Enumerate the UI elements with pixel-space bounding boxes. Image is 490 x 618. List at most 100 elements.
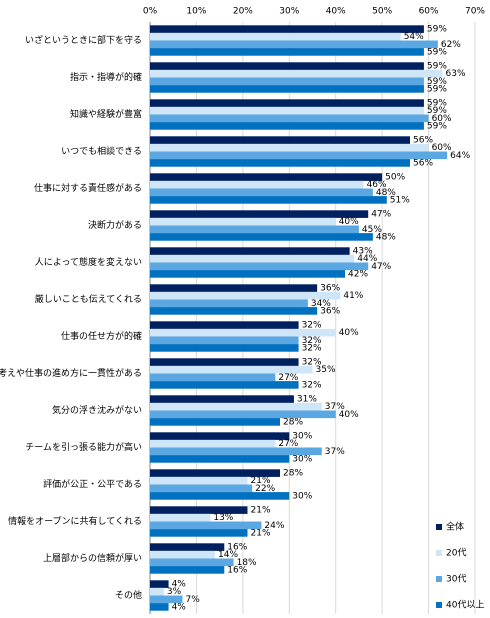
bar	[150, 32, 401, 41]
value-label: 64%	[450, 151, 470, 161]
value-label: 16%	[227, 543, 247, 553]
category-label: 厳しいことも伝えてくれる	[35, 293, 142, 305]
bar	[150, 262, 369, 271]
bar	[150, 328, 336, 337]
bar	[150, 558, 234, 567]
value-label: 28%	[283, 417, 303, 427]
value-label: 3%	[167, 587, 182, 597]
value-label: 54%	[404, 32, 424, 42]
bar	[150, 284, 318, 292]
category-label: 評価が公正・公平である	[43, 478, 142, 490]
legend-swatch	[436, 602, 442, 608]
value-label: 16%	[227, 565, 247, 575]
bar	[150, 603, 169, 611]
legend-swatch	[436, 576, 442, 582]
bar	[150, 299, 308, 308]
value-label: 40%	[339, 410, 359, 420]
value-label: 63%	[446, 69, 466, 79]
value-label: 59%	[427, 99, 447, 109]
category-label: いざというときに部下を守る	[25, 34, 142, 46]
value-label: 27%	[278, 373, 298, 383]
value-label: 60%	[432, 114, 452, 124]
value-label: 37%	[325, 447, 345, 457]
x-tick-label: 60%	[419, 7, 439, 17]
category-label: いつでも相談できる	[61, 145, 142, 157]
legend-swatch	[436, 550, 442, 556]
bar	[150, 188, 373, 197]
bar	[150, 307, 318, 315]
value-label: 21%	[251, 506, 271, 516]
category-label: 仕事に対する責任感がある	[34, 182, 142, 194]
x-tick-label: 20%	[233, 7, 253, 17]
value-label: 22%	[255, 484, 275, 494]
value-label: 47%	[371, 262, 391, 272]
value-label: 50%	[385, 173, 405, 183]
bar	[150, 381, 299, 389]
bar	[150, 99, 424, 107]
value-label: 13%	[213, 513, 233, 523]
bar	[150, 373, 276, 382]
bar	[150, 469, 280, 477]
value-label: 36%	[320, 306, 340, 316]
bar	[150, 225, 359, 234]
value-label: 32%	[302, 358, 322, 368]
value-label: 56%	[413, 136, 433, 146]
value-label: 21%	[251, 476, 271, 486]
bar	[150, 492, 290, 500]
x-tick-label: 10%	[186, 7, 206, 17]
x-tick-label: 70%	[465, 7, 485, 17]
bar	[150, 395, 294, 403]
bar	[150, 85, 424, 93]
value-label: 35%	[316, 365, 336, 375]
bar	[150, 529, 248, 537]
value-label: 31%	[297, 395, 317, 405]
bar	[150, 484, 253, 493]
value-label: 27%	[278, 439, 298, 449]
bar	[150, 233, 373, 241]
value-label: 59%	[427, 121, 447, 131]
bar	[150, 513, 211, 522]
bar	[150, 580, 169, 588]
bar	[150, 210, 369, 218]
value-label: 59%	[427, 84, 447, 94]
value-label: 59%	[427, 77, 447, 87]
value-label: 59%	[427, 106, 447, 116]
bar	[150, 122, 424, 130]
x-tick-label: 0%	[143, 7, 158, 17]
legend-label: 全体	[446, 521, 464, 533]
value-label: 42%	[348, 269, 368, 279]
category-label: 情報をオープンに共有してくれる	[8, 515, 142, 527]
value-label: 32%	[302, 336, 322, 346]
value-label: 34%	[311, 299, 331, 309]
bar	[150, 587, 164, 596]
bar	[150, 25, 424, 33]
value-label: 24%	[264, 521, 284, 531]
bar	[150, 550, 215, 559]
bar	[150, 476, 248, 485]
value-label: 62%	[441, 40, 461, 50]
bar	[150, 48, 424, 56]
bar	[150, 143, 429, 152]
bar	[150, 358, 299, 366]
bar	[150, 402, 322, 411]
value-label: 32%	[302, 343, 322, 353]
value-label: 51%	[390, 195, 410, 205]
value-label: 37%	[325, 402, 345, 412]
value-label: 46%	[367, 180, 387, 190]
bar	[150, 69, 443, 78]
x-tick-label: 50%	[372, 7, 392, 17]
bar	[150, 455, 290, 463]
bar	[150, 336, 299, 345]
value-label: 56%	[413, 158, 433, 168]
bar	[150, 321, 299, 329]
value-label: 41%	[343, 291, 363, 301]
bar	[150, 291, 341, 300]
bar	[150, 136, 410, 144]
legend-label: 30代	[446, 574, 466, 585]
bar	[150, 173, 383, 181]
bar	[150, 159, 410, 167]
value-label: 48%	[376, 232, 396, 242]
bar	[150, 447, 322, 456]
bar	[150, 410, 336, 419]
bar	[150, 77, 424, 86]
